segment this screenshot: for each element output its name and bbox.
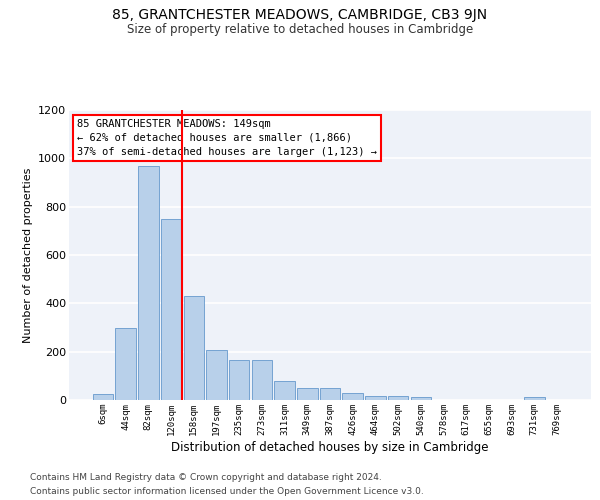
Text: 85 GRANTCHESTER MEADOWS: 149sqm
← 62% of detached houses are smaller (1,866)
37%: 85 GRANTCHESTER MEADOWS: 149sqm ← 62% of…: [77, 118, 377, 156]
Text: Size of property relative to detached houses in Cambridge: Size of property relative to detached ho…: [127, 22, 473, 36]
Bar: [365, 396, 386, 400]
Bar: [388, 396, 409, 400]
Bar: [524, 397, 545, 400]
Y-axis label: Number of detached properties: Number of detached properties: [23, 168, 32, 342]
Bar: [251, 360, 272, 400]
Text: 85, GRANTCHESTER MEADOWS, CAMBRIDGE, CB3 9JN: 85, GRANTCHESTER MEADOWS, CAMBRIDGE, CB3…: [112, 8, 488, 22]
Bar: [115, 328, 136, 400]
Text: Contains public sector information licensed under the Open Government Licence v3: Contains public sector information licen…: [30, 488, 424, 496]
Bar: [297, 388, 317, 400]
Bar: [184, 296, 204, 400]
Text: Contains HM Land Registry data © Crown copyright and database right 2024.: Contains HM Land Registry data © Crown c…: [30, 472, 382, 482]
X-axis label: Distribution of detached houses by size in Cambridge: Distribution of detached houses by size …: [171, 440, 489, 454]
Bar: [343, 393, 363, 400]
Bar: [274, 381, 295, 400]
Bar: [410, 397, 431, 400]
Bar: [161, 219, 181, 400]
Bar: [138, 166, 158, 400]
Bar: [320, 388, 340, 400]
Bar: [93, 394, 113, 400]
Bar: [206, 350, 227, 400]
Bar: [229, 360, 250, 400]
